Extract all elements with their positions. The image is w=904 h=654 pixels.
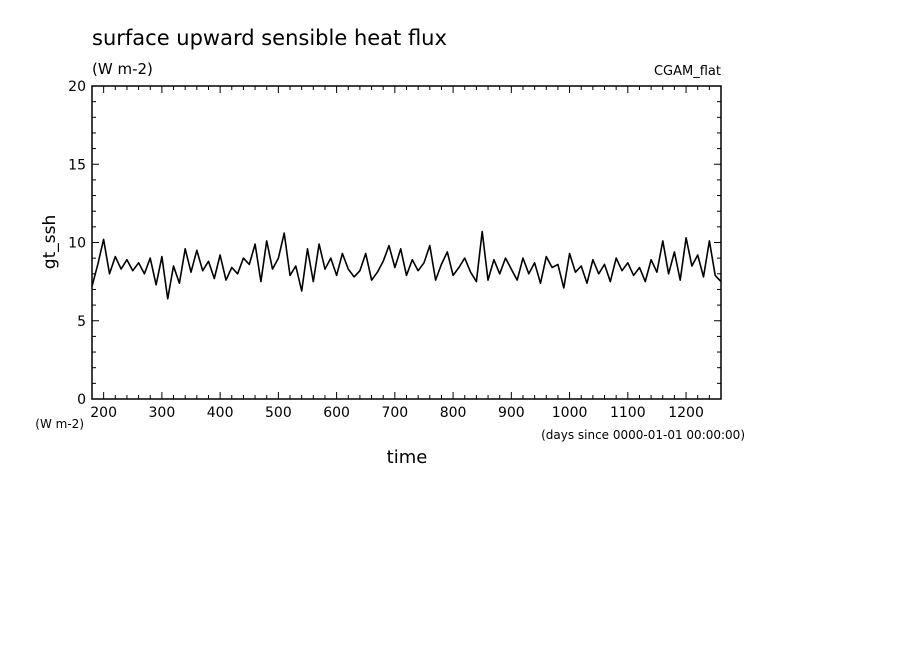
x-tick-label: 600 xyxy=(323,405,350,421)
y-axis-label: gt_ssh xyxy=(40,215,60,269)
x-tick-label: 800 xyxy=(440,405,467,421)
y-tick-label: 20 xyxy=(68,79,86,95)
x-tick-label: 300 xyxy=(149,405,176,421)
x-tick-label: 700 xyxy=(381,405,408,421)
chart-subtitle: (W m-2) xyxy=(92,60,153,78)
chart-title: surface upward sensible heat flux xyxy=(92,26,447,50)
source-label: CGAM_flat xyxy=(654,64,721,79)
x-tick-label: 1000 xyxy=(552,405,588,421)
y-tick-label: 15 xyxy=(68,157,86,173)
x-tick-label: 200 xyxy=(90,405,117,421)
x-tick-label: 500 xyxy=(265,405,292,421)
y-tick-label: 10 xyxy=(68,236,86,252)
series-line xyxy=(91,230,722,300)
x-tick-label: 1100 xyxy=(610,405,646,421)
x-tick-label: 1200 xyxy=(668,405,704,421)
x-tick-label: 900 xyxy=(498,405,525,421)
series-layer xyxy=(91,230,722,300)
y-axis: 0 5 10 15 20 xyxy=(68,79,721,408)
x-axis: 200 300 400 500 600 700 800 900 1000 1100 1200 xyxy=(90,86,722,421)
x-axis-units: (days since 0000-01-01 00:00:00) xyxy=(541,428,745,442)
y-tick-label: 0 xyxy=(77,392,86,408)
x-tick-label: 400 xyxy=(207,405,234,421)
y-axis-units: (W m-2) xyxy=(35,417,84,431)
x-axis-label: time xyxy=(387,447,428,468)
y-tick-label: 5 xyxy=(77,314,86,330)
